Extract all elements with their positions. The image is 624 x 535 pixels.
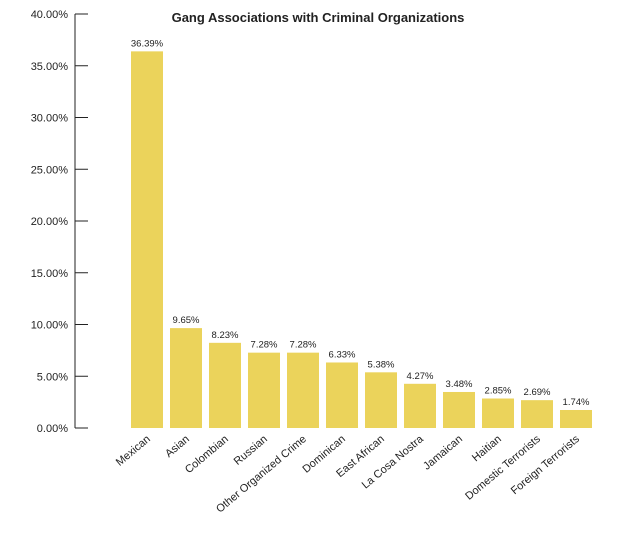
value-label: 5.38% — [368, 359, 395, 370]
x-tick-label: Domestic Terrorists — [463, 433, 543, 503]
value-label: 2.69% — [524, 387, 551, 398]
bar — [170, 328, 202, 428]
x-tick-label: Jamaican — [421, 433, 465, 472]
x-tick-label: Russian — [232, 433, 270, 468]
x-tick-label: Asian — [163, 433, 192, 460]
value-label: 7.28% — [290, 340, 317, 351]
bar — [131, 51, 163, 429]
bar — [560, 409, 592, 428]
bar — [209, 342, 241, 428]
x-tick-label: Mexican — [114, 433, 153, 469]
value-label: 36.39% — [131, 38, 164, 49]
value-label: 4.27% — [407, 371, 434, 382]
y-tick-label: 25.00% — [31, 164, 69, 176]
y-tick-label: 20.00% — [31, 216, 69, 228]
bar — [287, 352, 319, 428]
y-tick-label: 5.00% — [37, 371, 68, 383]
y-tick-label: 30.00% — [31, 113, 69, 125]
bar — [248, 352, 280, 428]
y-tick-label: 15.00% — [31, 268, 69, 280]
value-label: 8.23% — [212, 330, 239, 341]
bar — [521, 400, 553, 428]
value-label: 6.33% — [329, 349, 356, 360]
x-tick-label: Colombian — [183, 433, 231, 476]
bar — [326, 362, 358, 428]
x-tick-label: Foreign Terrorists — [509, 433, 583, 497]
value-label: 7.28% — [251, 340, 278, 351]
x-tick-label: Haitian — [470, 433, 504, 464]
value-label: 9.65% — [173, 315, 200, 326]
value-label: 3.48% — [446, 379, 473, 390]
bar — [443, 391, 475, 428]
y-tick-label: 40.00% — [31, 9, 69, 21]
bar — [365, 372, 397, 428]
value-label: 1.74% — [563, 397, 590, 408]
y-tick-label: 10.00% — [31, 320, 69, 332]
bar — [404, 383, 436, 428]
bar — [482, 398, 514, 428]
value-label: 2.85% — [485, 386, 512, 397]
chart-title: Gang Associations with Criminal Organiza… — [172, 10, 465, 25]
y-tick-label: 0.00% — [37, 423, 68, 435]
y-tick-label: 35.00% — [31, 61, 69, 73]
